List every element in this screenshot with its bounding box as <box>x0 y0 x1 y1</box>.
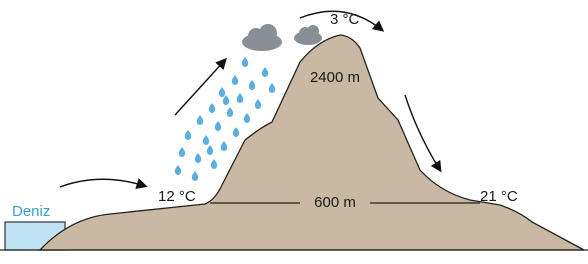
diagram: Deniz 12 °C 600 m 21 °C 2400 m 3 °C <box>0 0 588 264</box>
mountain <box>40 35 584 250</box>
label: 600 m <box>314 194 356 211</box>
arrow <box>60 179 145 187</box>
arrow <box>175 60 225 115</box>
label: 3 °C <box>330 11 360 28</box>
label: 21 °C <box>480 188 518 205</box>
page: Deniz 12 °C 600 m 21 °C 2400 m 3 °C (() … <box>0 0 588 264</box>
cloud <box>242 24 322 51</box>
label: 2400 m <box>310 69 360 86</box>
label: Deniz <box>12 203 50 220</box>
label: 12 °C <box>158 188 196 205</box>
